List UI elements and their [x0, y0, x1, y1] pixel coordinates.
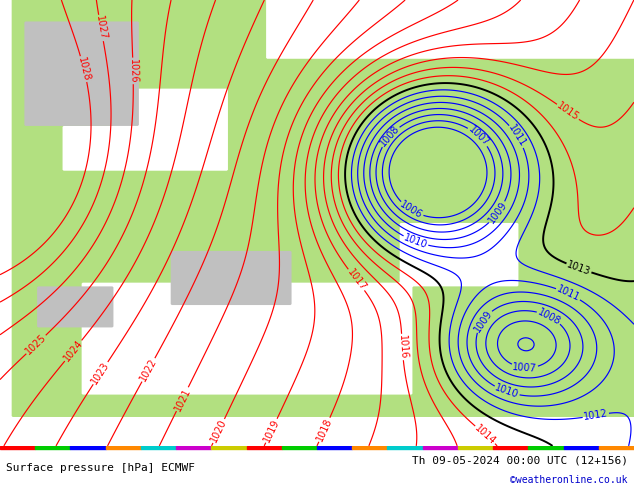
- Bar: [423, 446, 458, 449]
- Text: 1026: 1026: [128, 58, 138, 83]
- Bar: [564, 446, 598, 449]
- Text: 1019: 1019: [262, 417, 281, 444]
- Text: 1016: 1016: [396, 335, 408, 360]
- Text: 1020: 1020: [209, 417, 228, 444]
- Bar: [317, 446, 353, 449]
- Text: 1009: 1009: [472, 308, 494, 334]
- Text: 1014: 1014: [473, 423, 498, 446]
- Text: 1010: 1010: [493, 383, 520, 400]
- Text: 1013: 1013: [566, 259, 592, 277]
- Bar: [353, 446, 387, 449]
- Bar: [141, 446, 176, 449]
- Text: 1021: 1021: [172, 386, 192, 413]
- Text: ©weatheronline.co.uk: ©weatheronline.co.uk: [510, 475, 628, 485]
- Text: 1027: 1027: [94, 15, 108, 41]
- Text: 1011: 1011: [555, 284, 581, 303]
- Bar: [528, 446, 564, 449]
- Bar: [598, 446, 634, 449]
- Text: 1015: 1015: [555, 101, 581, 123]
- Bar: [493, 446, 528, 449]
- Text: 1025: 1025: [23, 332, 48, 357]
- Text: 1028: 1028: [76, 56, 92, 82]
- Text: 1024: 1024: [61, 338, 85, 364]
- Bar: [106, 446, 141, 449]
- Text: 1023: 1023: [89, 360, 112, 386]
- Bar: [36, 446, 70, 449]
- Bar: [176, 446, 211, 449]
- Bar: [211, 446, 247, 449]
- Text: Surface pressure [hPa] ECMWF: Surface pressure [hPa] ECMWF: [6, 463, 195, 473]
- Text: 1017: 1017: [345, 267, 368, 293]
- Bar: [458, 446, 493, 449]
- Text: 1022: 1022: [138, 357, 158, 383]
- Bar: [387, 446, 423, 449]
- Text: 1010: 1010: [403, 232, 429, 250]
- Text: 1009: 1009: [486, 200, 509, 225]
- Text: 1008: 1008: [378, 123, 402, 149]
- Text: 1011: 1011: [507, 123, 528, 149]
- Bar: [0, 446, 36, 449]
- Bar: [281, 446, 317, 449]
- Text: 1007: 1007: [512, 362, 538, 373]
- Text: 1018: 1018: [315, 416, 334, 443]
- Bar: [247, 446, 281, 449]
- Text: Th 09-05-2024 00:00 UTC (12+156): Th 09-05-2024 00:00 UTC (12+156): [411, 455, 628, 465]
- Text: 1007: 1007: [466, 124, 491, 148]
- Text: 1008: 1008: [536, 307, 562, 327]
- Bar: [70, 446, 106, 449]
- Text: 1012: 1012: [583, 409, 609, 422]
- Text: 1006: 1006: [398, 199, 424, 220]
